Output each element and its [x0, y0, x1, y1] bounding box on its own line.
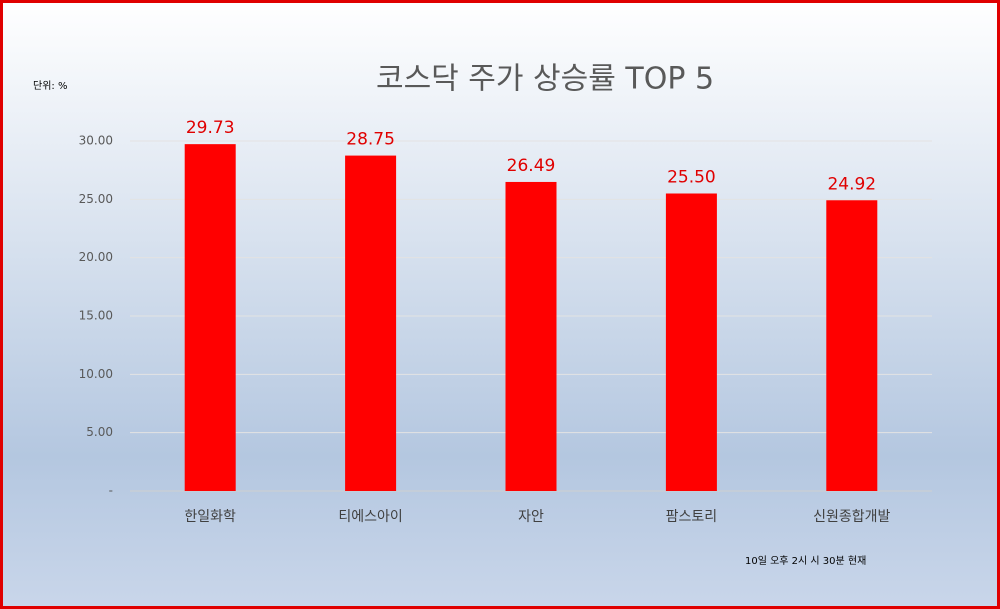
unit-label: 단위: % [33, 79, 67, 92]
data-label: 24.92 [827, 174, 876, 194]
y-tick-label: 25.00 [79, 192, 113, 206]
data-label: 28.75 [346, 130, 395, 150]
data-label: 29.73 [186, 118, 235, 138]
y-tick-label: - [109, 484, 113, 498]
data-label: 26.49 [507, 156, 556, 176]
y-tick-label: 30.00 [79, 134, 113, 148]
bar [184, 144, 236, 491]
y-tick-label: 5.00 [86, 425, 113, 439]
data-label: 25.50 [667, 168, 716, 188]
x-tick-label: 한일화학 [184, 509, 236, 525]
x-tick-label: 신원종합개발 [813, 509, 890, 525]
y-tick-label: 10.00 [79, 367, 113, 381]
y-tick-label: 15.00 [79, 309, 113, 323]
note: 10일 오후 2시 시 30분 현재 [745, 555, 866, 567]
bar [826, 200, 878, 491]
bar [665, 193, 717, 491]
x-tick-label: 티에스아이 [338, 509, 402, 525]
chart-title: 코스닥 주가 상승률 TOP 5 [376, 62, 714, 97]
bar [505, 181, 557, 491]
y-tick-label: 20.00 [79, 250, 113, 264]
x-tick-label: 팜스토리 [666, 509, 718, 525]
bar [345, 155, 397, 492]
x-tick-label: 자안 [518, 509, 544, 525]
